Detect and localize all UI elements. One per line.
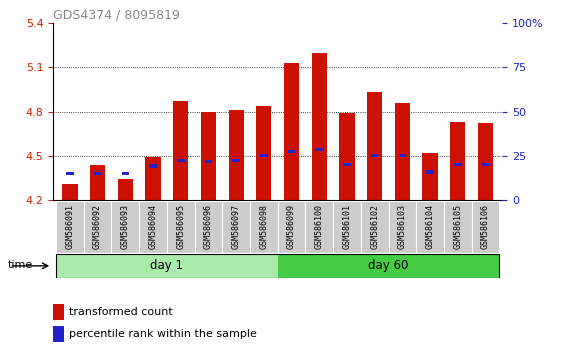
Bar xyxy=(278,254,499,278)
Bar xyxy=(90,165,105,200)
Text: GSM586105: GSM586105 xyxy=(453,204,462,250)
Text: GSM586095: GSM586095 xyxy=(176,204,185,250)
Text: GSM586106: GSM586106 xyxy=(481,204,490,250)
Bar xyxy=(450,122,466,200)
Text: day 60: day 60 xyxy=(369,259,409,272)
Text: transformed count: transformed count xyxy=(68,307,172,318)
Bar xyxy=(478,123,493,200)
Bar xyxy=(56,254,278,278)
Bar xyxy=(371,154,379,158)
Bar xyxy=(195,201,222,253)
Text: GSM586102: GSM586102 xyxy=(370,204,379,250)
Bar xyxy=(315,148,323,152)
Bar xyxy=(260,154,268,158)
Text: GSM586100: GSM586100 xyxy=(315,204,324,250)
Text: percentile rank within the sample: percentile rank within the sample xyxy=(68,329,256,339)
Bar xyxy=(454,163,462,166)
Text: day 1: day 1 xyxy=(150,259,183,272)
Bar xyxy=(62,184,77,200)
Bar xyxy=(149,165,157,168)
Text: GSM586103: GSM586103 xyxy=(398,204,407,250)
Bar xyxy=(232,159,240,162)
Bar xyxy=(53,304,64,320)
Bar xyxy=(472,201,499,253)
Bar xyxy=(66,172,73,175)
Bar xyxy=(145,157,160,200)
Bar xyxy=(305,201,333,253)
Bar xyxy=(422,153,438,200)
Bar xyxy=(167,201,195,253)
Text: GSM586092: GSM586092 xyxy=(93,204,102,250)
Text: GSM586101: GSM586101 xyxy=(342,204,351,250)
Text: GSM586104: GSM586104 xyxy=(426,204,435,250)
Text: time: time xyxy=(7,261,33,270)
Bar xyxy=(173,101,188,200)
Bar xyxy=(56,201,84,253)
Bar xyxy=(361,201,389,253)
Text: GSM586096: GSM586096 xyxy=(204,204,213,250)
Bar xyxy=(201,112,216,200)
Bar xyxy=(177,159,185,162)
Bar xyxy=(112,201,139,253)
Text: GSM586098: GSM586098 xyxy=(259,204,268,250)
Bar xyxy=(426,170,434,173)
Bar xyxy=(53,326,64,342)
Bar xyxy=(398,154,406,158)
Bar xyxy=(389,201,416,253)
Text: GSM586097: GSM586097 xyxy=(232,204,241,250)
Bar xyxy=(94,172,102,175)
Bar xyxy=(222,201,250,253)
Text: GDS4374 / 8095819: GDS4374 / 8095819 xyxy=(53,9,180,22)
Bar xyxy=(444,201,472,253)
Bar xyxy=(333,201,361,253)
Bar xyxy=(278,201,305,253)
Bar xyxy=(122,172,129,175)
Bar xyxy=(416,201,444,253)
Text: GSM586099: GSM586099 xyxy=(287,204,296,250)
Bar xyxy=(118,179,133,200)
Bar xyxy=(256,105,272,200)
Bar xyxy=(343,163,351,166)
Bar xyxy=(482,163,489,166)
Text: GSM586091: GSM586091 xyxy=(66,204,75,250)
Bar xyxy=(250,201,278,253)
Bar xyxy=(367,92,382,200)
Bar xyxy=(139,201,167,253)
Bar xyxy=(311,52,327,200)
Bar xyxy=(84,201,112,253)
Bar xyxy=(228,110,244,200)
Bar xyxy=(205,160,212,163)
Bar xyxy=(284,63,299,200)
Bar xyxy=(395,103,410,200)
Text: GSM586093: GSM586093 xyxy=(121,204,130,250)
Bar xyxy=(339,113,355,200)
Bar xyxy=(288,150,295,153)
Text: GSM586094: GSM586094 xyxy=(149,204,158,250)
